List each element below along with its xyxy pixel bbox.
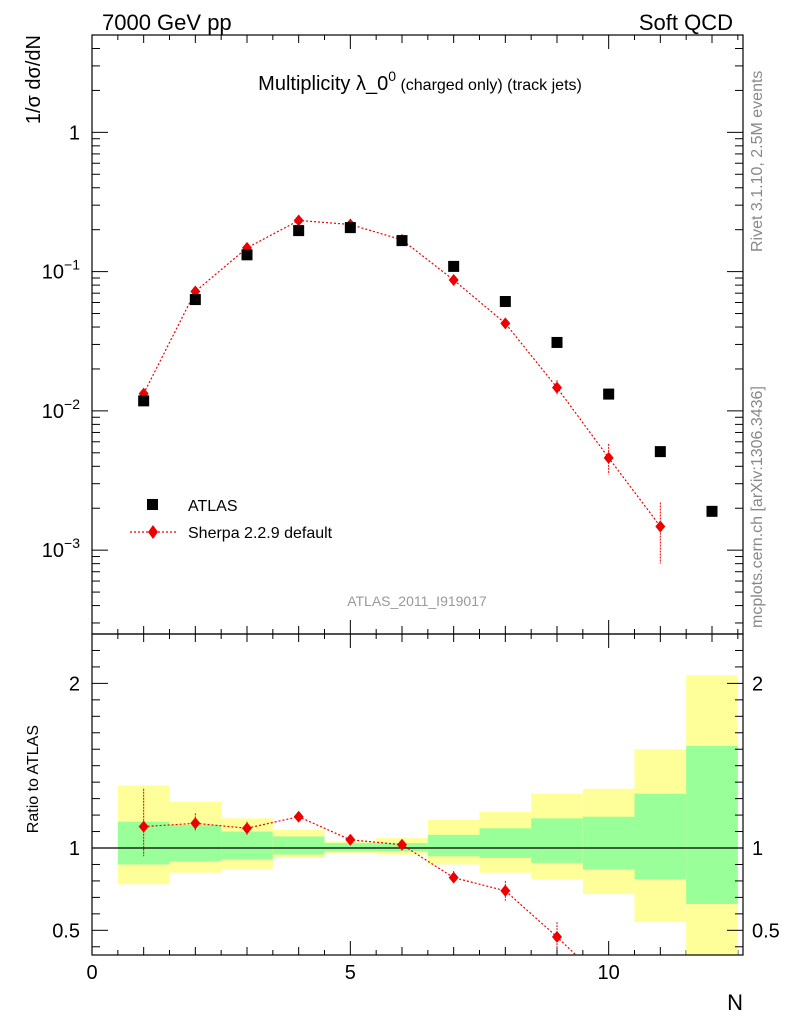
legend-label-atlas: ATLAS (188, 498, 238, 515)
ratio-band-inner (686, 745, 738, 904)
ratio-band-inner (427, 834, 480, 857)
category-label: Soft QCD (639, 10, 733, 35)
sherpa-point (552, 381, 562, 394)
ratio-ylabel: Ratio to ATLAS (25, 725, 42, 833)
ratio-sherpa-point (242, 822, 252, 835)
ratio-y-tick-label-right: 0.5 (752, 920, 780, 942)
atlas-point (344, 222, 356, 234)
main-frame (91, 34, 744, 635)
ratio-sherpa-point (448, 871, 459, 884)
ratio-sherpa-point (345, 833, 356, 846)
atlas-point (396, 235, 408, 247)
sherpa-point (293, 214, 304, 227)
main-y-tick-label: 10−3 (42, 535, 80, 562)
ratio-band-inner (272, 836, 325, 855)
sherpa-point (500, 317, 511, 330)
ratio-y-tick-label: 1 (69, 838, 80, 860)
chart-title: Multiplicity λ_00 (charged only) (track … (258, 68, 582, 95)
chart-title-sup: 0 (388, 68, 396, 84)
side-info-label: Rivet 3.1.10, 2.5M events (749, 71, 766, 252)
sherpa-point (603, 451, 614, 464)
main-y-tick-label: 10−1 (42, 257, 80, 284)
sherpa-point (448, 274, 459, 287)
ratio-sherpa-point (397, 838, 407, 851)
atlas-point (241, 249, 253, 261)
energy-label: 7000 GeV pp (102, 10, 232, 35)
legend-label-sherpa: Sherpa 2.2.9 default (188, 525, 333, 542)
ratio-y-tick-label: 0.5 (52, 920, 80, 942)
ratio-sherpa-point (500, 884, 511, 897)
ratio-plot: 0 5 10 0.5 0.5 1 1 2 2 (52, 633, 780, 984)
ratio-band-inner (531, 818, 583, 863)
atlas-point (499, 296, 511, 308)
ratio-sherpa-line (143, 816, 577, 956)
xlabel: N (727, 990, 743, 1015)
ratio-band-inner (169, 824, 222, 862)
x-tick-label: 10 (598, 962, 620, 984)
atlas-point (293, 225, 305, 237)
x-tick-label: 5 (345, 962, 356, 984)
ratio-sherpa-point (293, 810, 304, 823)
ratio-sherpa-point (552, 930, 562, 943)
main-y-tick-label: 1 (69, 122, 80, 144)
atlas-point (706, 505, 718, 517)
ratio-band-inner (479, 828, 532, 858)
atlas-point (603, 388, 615, 400)
ratio-band-inner (582, 816, 635, 870)
chart-title-main: Multiplicity λ_0 (258, 73, 388, 95)
ratio-y-tick-label: 2 (69, 673, 80, 695)
atlas-point (654, 446, 666, 458)
ratio-band-inner (634, 793, 687, 880)
chart-title-suffix: (charged only) (track jets) (396, 77, 582, 94)
sherpa-point (655, 520, 666, 533)
legend: ATLAS Sherpa 2.2.9 default (130, 498, 333, 542)
atlas-point (189, 294, 201, 306)
ratio-sherpa-point (138, 820, 149, 833)
ratio-band-inner (324, 843, 377, 852)
x-tick-label: 0 (86, 962, 97, 984)
ratio-frame (91, 633, 744, 956)
atlas-point (138, 395, 150, 407)
atlas-point (551, 336, 563, 348)
analysis-id-label: ATLAS_2011_I919017 (347, 593, 487, 609)
legend-marker-atlas (147, 499, 158, 510)
ratio-y-tick-label-right: 2 (752, 673, 763, 695)
ratio-sherpa-point (190, 817, 201, 830)
atlas-point (448, 260, 460, 272)
ratio-y-tick-label-right: 1 (752, 838, 763, 860)
main-y-tick-label: 10−2 (42, 396, 80, 423)
main-ylabel: 1/σ dσ/dN (23, 35, 45, 124)
side-source-label: mcplots.cern.ch [arXiv:1306.3436] (749, 386, 766, 628)
ratio-band-inner (221, 831, 273, 860)
sherpa-line (143, 219, 661, 527)
legend-marker-sherpa (148, 525, 158, 539)
